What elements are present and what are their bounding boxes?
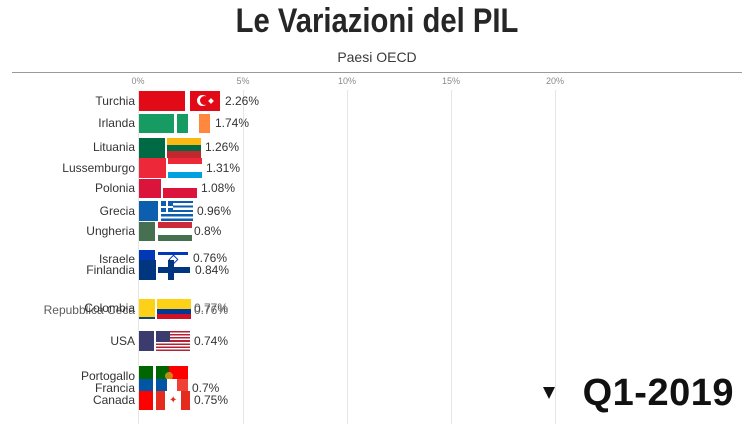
finland-flag-icon (158, 260, 190, 280)
hungary-flag-icon (158, 222, 192, 241)
period-label: Q1-2019 (582, 372, 734, 414)
row-value-polonia: 1.08% (201, 181, 236, 195)
lithuania-flag-icon (167, 138, 201, 158)
ireland-flag-icon (177, 114, 210, 133)
row-value-canada: 0.75% (194, 393, 229, 407)
chart-subtitle: Paesi OECD (337, 49, 417, 65)
row-label-turchia: Turchia (95, 94, 135, 108)
bar-finlandia (139, 260, 156, 280)
canada-flag-icon: ✦ (156, 391, 190, 410)
row-label-repubblica-ceca: Repubblica Ceca (43, 303, 135, 317)
row-label-grecia: Grecia (99, 204, 135, 218)
gridline-10 (347, 90, 348, 424)
bar-lussemburgo (139, 158, 166, 178)
row-label-polonia: Polonia (94, 181, 135, 195)
row-value-colombia: 0.77% (194, 301, 229, 315)
usa-flag-icon (156, 331, 190, 351)
row-label-usa: USA (110, 334, 135, 348)
x-tick-20: 20% (545, 76, 565, 86)
chart-title: Le Variazioni del PIL (235, 2, 519, 40)
bar-turchia (139, 91, 185, 111)
play-indicator-icon (543, 387, 555, 399)
row-value-usa: 0.74% (194, 334, 229, 348)
bar-polonia (139, 179, 161, 198)
row-label-lussemburgo: Lussemburgo (62, 161, 135, 175)
colombia-flag-icon (157, 299, 191, 319)
bar-lituania (139, 138, 165, 158)
bar-colombia (139, 299, 155, 319)
gridline-5 (243, 90, 244, 424)
gridline-0 (138, 90, 139, 424)
bar-usa (139, 331, 154, 351)
gridline-20 (555, 90, 556, 424)
bar-canada (139, 391, 153, 410)
row-label-colombia: Colombia (84, 301, 135, 315)
gridline-15 (451, 90, 452, 424)
row-label-finlandia: Finlandia (86, 263, 135, 277)
row-label-francia: Francia (94, 381, 135, 395)
row-value-turchia: 2.26% (225, 94, 260, 108)
row-value-lussemburgo: 1.31% (206, 161, 241, 175)
row-label-canada: Canada (92, 393, 135, 407)
bar-francia (139, 379, 153, 391)
row-value-repubblica-ceca: 0.76% (194, 303, 229, 317)
row-value-lituania: 1.26% (205, 140, 240, 154)
row-label-portogallo: Portogallo (80, 369, 135, 383)
bar-repubblica-ceca (139, 317, 155, 319)
row-label-lituania: Lituania (92, 140, 135, 154)
row-value-irlanda: 1.74% (215, 116, 250, 130)
row-label-israele: Israele (98, 252, 135, 266)
x-tick-10: 10% (337, 76, 357, 86)
bar-grecia (139, 201, 158, 221)
row-value-israele: 0.76% (193, 251, 228, 265)
bar-ungheria (139, 222, 155, 241)
row-label-ungheria: Ungheria (86, 224, 135, 238)
row-value-francia: 0.7% (192, 381, 220, 395)
row-value-finlandia: 0.84% (195, 263, 230, 277)
poland-flag-icon (163, 179, 197, 198)
x-tick-0: 0% (131, 76, 145, 86)
row-value-ungheria: 0.8% (194, 224, 222, 238)
greece-flag-icon (161, 201, 193, 221)
row-label-irlanda: Irlanda (98, 116, 135, 130)
header-divider (12, 72, 742, 73)
x-tick-15: 15% (441, 76, 461, 86)
row-value-grecia: 0.96% (197, 204, 232, 218)
luxembourg-flag-icon (168, 158, 202, 178)
bar-irlanda (139, 114, 174, 133)
france-flag-icon (156, 379, 188, 391)
turkey-flag-icon (190, 91, 220, 111)
x-tick-5: 5% (236, 76, 250, 86)
